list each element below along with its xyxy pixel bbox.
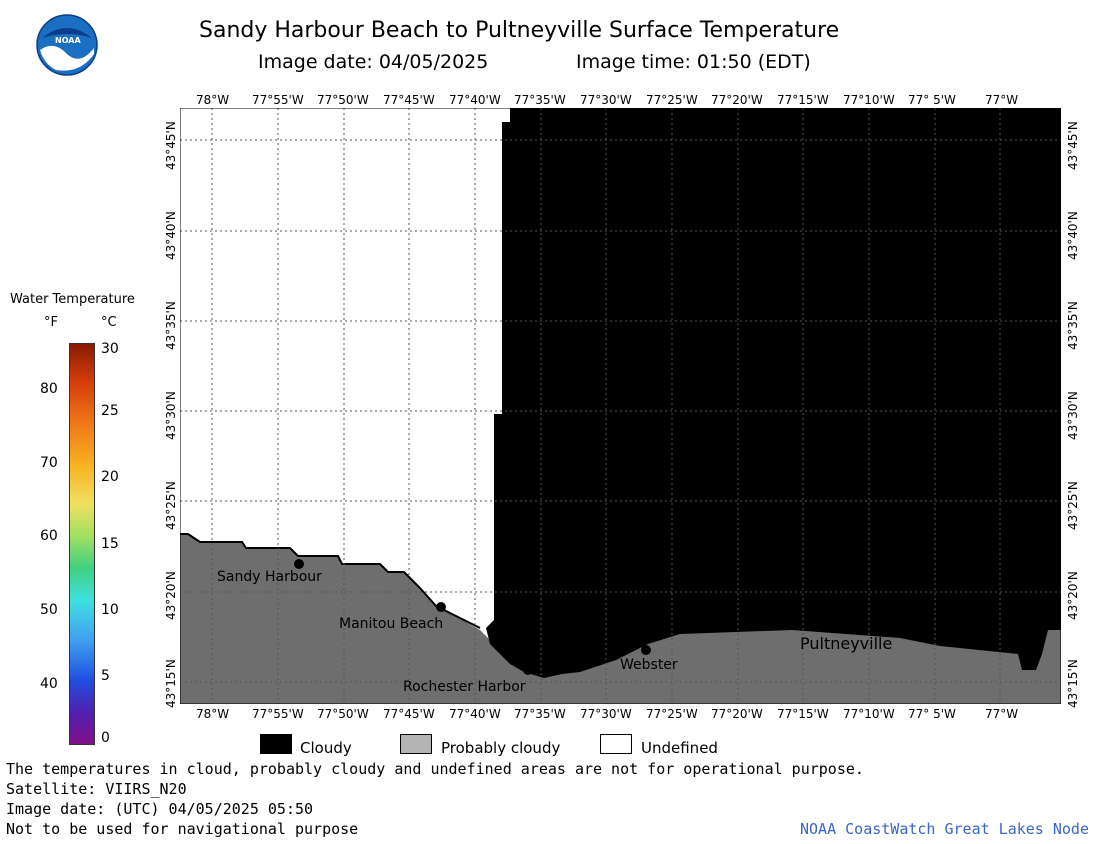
lon-label: 77°40'W [449,93,501,107]
footer-note: The temperatures in cloud, probably clou… [6,760,864,778]
lon-label: 77°55'W [252,707,304,721]
colorbar-c-tick: 5 [101,668,110,684]
footer-satellite: Satellite: VIIRS_N20 [6,780,187,798]
graticule [180,108,1061,704]
lat-label: 43°35'N [164,301,178,350]
lon-label: 77°40'W [449,707,501,721]
land-area [180,534,1061,704]
place-marker-rochester-harbor [523,665,533,675]
lon-label: 77°30'W [580,707,632,721]
lon-label: 77°35'W [514,707,566,721]
footer-credit-link[interactable]: NOAA CoastWatch Great Lakes Node [800,820,1089,838]
colorbar-f-tick: 50 [40,602,58,618]
lat-label: 43°15'N [1066,659,1080,708]
colorbar-c-tick: 30 [101,341,119,357]
lon-label: 77°W [985,707,1019,721]
legend-label-undefined: Undefined [641,739,718,757]
lat-label: 43°30'N [164,391,178,440]
lat-label: 43°45'N [164,121,178,170]
lat-label: 43°40'N [1066,211,1080,260]
colorbar-c-tick: 15 [101,536,119,552]
place-marker-sandy-harbour [294,559,304,569]
legend-swatch-probably-cloudy [400,734,432,754]
lon-label: 77°25'W [646,707,698,721]
lon-label: 77°15'W [777,707,829,721]
lat-label: 43°15'N [164,659,178,708]
lon-label: 77°45'W [383,93,435,107]
lon-label: 77°50'W [317,93,369,107]
footer-nav-warning: Not to be used for navigational purpose [6,820,359,838]
colorbar-f-tick: 40 [40,676,58,692]
lat-label: 43°25'N [164,481,178,530]
footer-utc-date: Image date: (UTC) 04/05/2025 05:50 [6,800,314,818]
lon-label: 77°20'W [711,93,763,107]
lon-label: 77°20'W [711,707,763,721]
cloud-area [486,108,1061,678]
lon-label: 77°45'W [383,707,435,721]
colorbar-title: Water Temperature [10,292,135,307]
image-time: Image time: 01:50 (EDT) [576,51,811,73]
place-marker-pultneyville [846,623,856,633]
place-label-manitou-beach: Manitou Beach [339,616,444,632]
legend-swatch-cloudy [260,734,292,754]
place-marker-manitou-beach [436,602,446,612]
lat-label: 43°40'N [164,211,178,260]
lon-label: 77° 5'W [908,707,956,721]
lat-label: 43°30'N [1066,391,1080,440]
lat-label: 43°45'N [1066,121,1080,170]
colorbar-c-tick: 0 [101,730,110,746]
lon-label: 77°50'W [317,707,369,721]
lat-label: 43°20'N [164,571,178,620]
colorbar-unit-c: °C [101,315,117,330]
colorbar-c-tick: 20 [101,469,119,485]
place-marker-webster [641,645,651,655]
coastline [180,533,481,629]
noaa-logo-icon [36,14,98,76]
place-label-pultneyville: Pultneyville [800,634,893,653]
legend-label-probably-cloudy: Probably cloudy [441,739,561,757]
image-date: Image date: 04/05/2025 [258,51,489,73]
colorbar-f-tick: 80 [40,381,58,397]
lon-label: 78°W [196,707,230,721]
lon-label: 77°10'W [843,707,895,721]
lon-label: 77°35'W [514,93,566,107]
colorbar-c-tick: 25 [101,403,119,419]
place-label-rochester-harbor: Rochester Harbor [403,679,526,695]
lon-label: 77°15'W [777,93,829,107]
lon-label: 77°30'W [580,93,632,107]
noaa-logo-text: NOAA [55,36,81,45]
noaa-logo: NOAA [36,14,98,76]
temperature-map [180,108,1061,704]
lat-label: 43°20'N [1066,571,1080,620]
colorbar-f-tick: 60 [40,528,58,544]
place-label-sandy-harbour: Sandy Harbour [217,569,322,585]
colorbar-f-tick: 70 [40,455,58,471]
legend-swatch-undefined [600,734,632,754]
page-title: Sandy Harbour Beach to Pultneyville Surf… [199,18,840,43]
lon-label: 78°W [196,93,230,107]
lat-label: 43°35'N [1066,301,1080,350]
legend-label-cloudy: Cloudy [300,739,352,757]
place-label-webster: Webster [620,657,678,673]
lon-label: 77°25'W [646,93,698,107]
lon-label: 77°10'W [843,93,895,107]
lon-label: 77°W [985,93,1019,107]
lon-label: 77°55'W [252,93,304,107]
lat-label: 43°25'N [1066,481,1080,530]
colorbar [69,343,95,745]
colorbar-c-tick: 10 [101,602,119,618]
lon-label: 77° 5'W [908,93,956,107]
colorbar-unit-f: °F [44,315,58,330]
